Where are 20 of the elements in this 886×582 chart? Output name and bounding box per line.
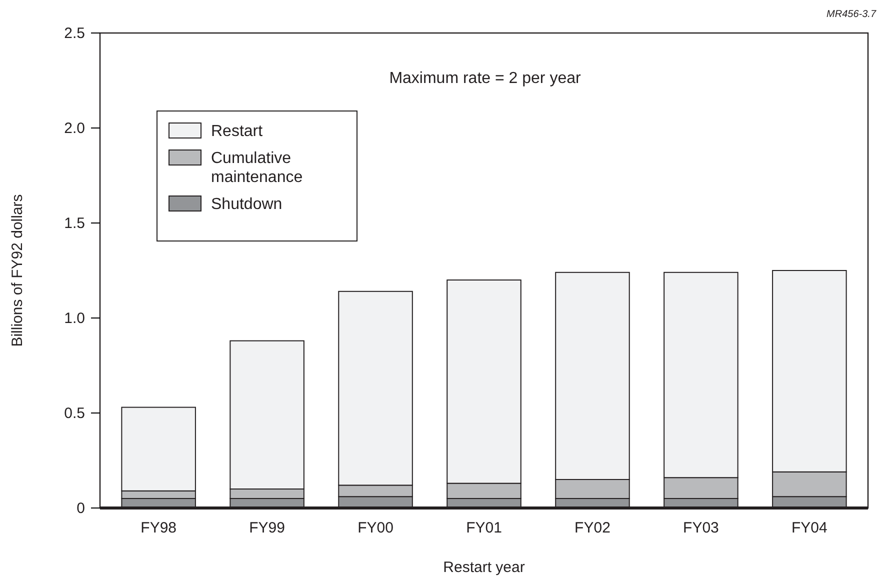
- x-tick-label: FY98: [140, 520, 177, 537]
- y-tick-label: 1.0: [64, 310, 85, 327]
- y-tick-label: 0: [76, 500, 85, 517]
- legend-label: Shutdown: [211, 196, 282, 213]
- legend-label: Cumulative maintenance: [211, 150, 303, 186]
- legend-label: Restart: [211, 123, 264, 140]
- x-tick-label: FY00: [358, 520, 394, 537]
- annotation: Maximum rate = 2 per year: [389, 70, 582, 87]
- x-tick-label: FY99: [249, 520, 285, 537]
- x-tick-label: FY04: [791, 520, 828, 537]
- y-axis-title: Billions of FY92 dollars: [9, 194, 26, 347]
- y-tick-label: 2.5: [64, 24, 85, 42]
- x-tick-label: FY01: [466, 520, 502, 537]
- y-tick-label: 2.0: [64, 120, 85, 137]
- x-tick-label: FY02: [574, 520, 610, 537]
- y-tick-label: 0.5: [64, 404, 85, 422]
- x-tick-label: FY03: [683, 520, 719, 537]
- y-tick-label: 1.5: [64, 214, 85, 232]
- text: MR456-3.7: [826, 9, 876, 20]
- x-axis-title: Restart year: [443, 559, 525, 576]
